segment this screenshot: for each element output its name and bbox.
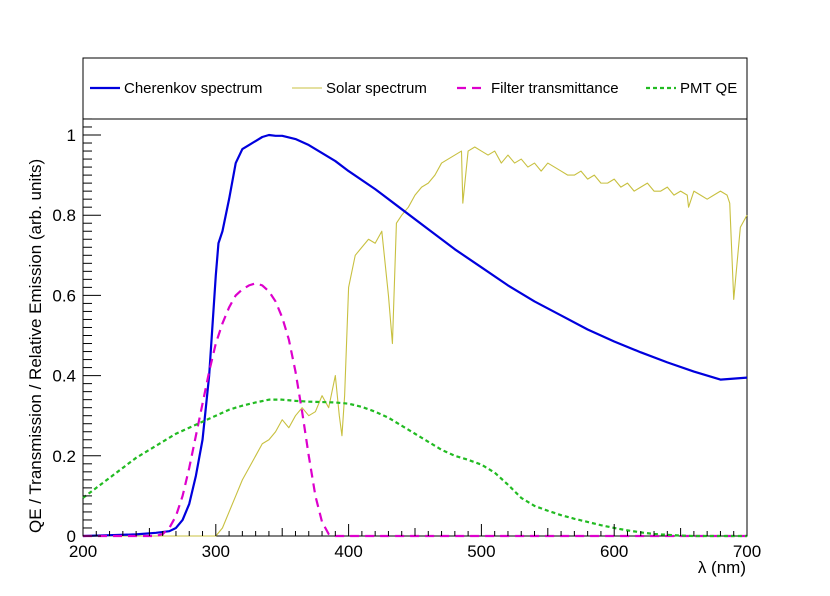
series-line-3 bbox=[82, 398, 747, 538]
y-tick-label: 0.2 bbox=[52, 447, 76, 466]
x-tick-label: 600 bbox=[600, 542, 628, 561]
legend-label-1: Solar spectrum bbox=[326, 80, 427, 97]
y-tick-label: 1 bbox=[67, 126, 76, 145]
axes-layer: 200 300 400 500 600 700 0 0.2 0.4 0.6 0.8 1 bbox=[52, 118, 761, 561]
y-tick-label: 0.6 bbox=[52, 286, 76, 305]
y-axis-title: QE / Transmission / Relative Emission (a… bbox=[26, 159, 45, 533]
y-tick-label: 0.4 bbox=[52, 367, 76, 386]
series-line-1 bbox=[83, 146, 748, 537]
legend-label-2: Filter transmittance bbox=[491, 80, 619, 97]
x-axis-title: λ (nm) bbox=[698, 558, 746, 577]
y-tick-label: 0 bbox=[67, 527, 76, 546]
x-tick-label: 400 bbox=[334, 542, 362, 561]
x-tick-label: 700 bbox=[733, 542, 761, 561]
y-tick-label: 0.8 bbox=[52, 206, 76, 225]
legend-box bbox=[82, 57, 748, 120]
legend-label-3: PMT QE bbox=[680, 80, 737, 97]
x-tick-label: 300 bbox=[202, 542, 230, 561]
x-tick-label: 500 bbox=[467, 542, 495, 561]
plot-frame bbox=[82, 118, 748, 537]
legend: Cherenkov spectrum Solar spectrum Filter t… bbox=[90, 80, 737, 97]
x-tick-label: 200 bbox=[69, 542, 97, 561]
series-line-0 bbox=[82, 133, 748, 538]
legend-label-0: Cherenkov spectrum bbox=[124, 80, 262, 97]
series-line-2 bbox=[83, 282, 747, 538]
series-layer bbox=[82, 133, 748, 538]
